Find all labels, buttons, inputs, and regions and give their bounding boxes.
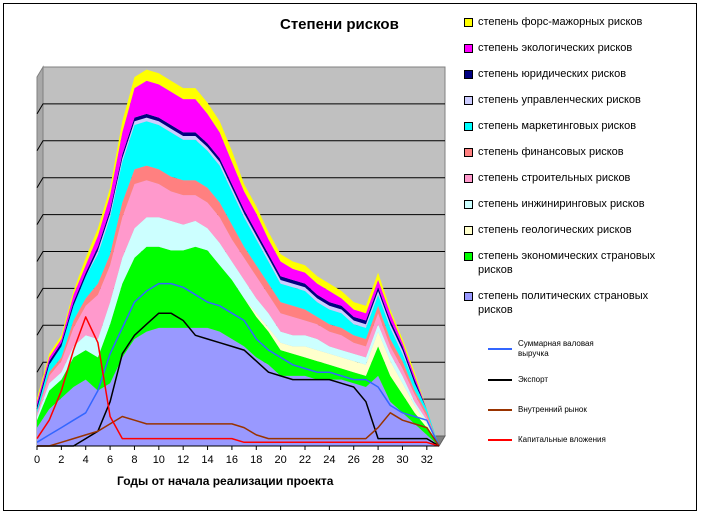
legend-item: степень строительных рисков — [464, 171, 683, 185]
x-tick-label: 0 — [34, 454, 40, 466]
chart-title: Степени рисков — [280, 16, 399, 33]
line-series-2 — [37, 312, 440, 447]
legend-item: степень финансовых рисков — [464, 145, 683, 159]
legend-swatch — [464, 226, 473, 235]
legend-swatch — [464, 18, 473, 27]
legend-item: степень управленческих рисков — [464, 93, 683, 107]
x-tick-label: 18 — [250, 454, 262, 466]
legend-line-swatch — [488, 379, 512, 381]
x-tick-label: 24 — [323, 454, 335, 466]
x-tick-label: 20 — [275, 454, 287, 466]
legend-swatch — [464, 122, 473, 131]
legend-item: степень инжиниринговых рисков — [464, 197, 683, 211]
x-tick-label: 26 — [348, 454, 360, 466]
legend-label: степень юридических рисков — [478, 68, 627, 80]
legend-line-swatch — [488, 409, 512, 411]
area-series-2 — [37, 246, 439, 446]
legend-swatch — [464, 70, 473, 79]
legend-swatch — [464, 252, 473, 261]
line-series-4 — [36, 316, 440, 447]
gridline — [36, 214, 445, 225]
x-tick-label: 28 — [372, 454, 384, 466]
x-tick-label: 16 — [226, 454, 238, 466]
x-tick-label: 4 — [83, 454, 89, 466]
legend-line-swatch — [488, 439, 512, 441]
legend-line-item: Суммарная валовая выручка — [488, 339, 618, 359]
legend-label: степень строительных рисков — [478, 172, 631, 184]
legend-line-label: Капитальные вложения — [518, 435, 606, 444]
gridline — [36, 103, 445, 115]
x-tick-label: 22 — [299, 454, 311, 466]
legend-label: степень экономических страновых рисков — [478, 250, 656, 276]
legend-item: степень экономических страновых рисков — [464, 249, 683, 277]
legend-item: степень юридических рисков — [464, 67, 683, 81]
x-tick-label: 32 — [421, 454, 433, 466]
legend-swatch — [464, 148, 473, 157]
legend-line-item: Капитальные вложения — [488, 435, 618, 445]
legend-item: степень геологических рисков — [464, 223, 683, 237]
legend-swatch — [464, 96, 473, 105]
legend-swatch — [464, 174, 473, 183]
legend-line-swatch — [488, 348, 512, 350]
legend-label: степень форс-мажорных рисков — [478, 16, 643, 28]
legend-label: степень экологических рисков — [478, 42, 633, 54]
gridline — [36, 251, 445, 262]
legend-swatch — [464, 200, 473, 209]
legend-label: степень политических страновых рисков — [478, 290, 649, 316]
line-series-1 — [36, 282, 440, 447]
gridline — [36, 177, 445, 188]
x-tick-label: 2 — [58, 454, 64, 466]
x-tick-label: 12 — [177, 454, 189, 466]
x-tick-label: 14 — [201, 454, 213, 466]
legend-item: степень экологических рисков — [464, 41, 683, 55]
legend-line-item: Внутренний рынок — [488, 405, 618, 415]
legend-label: степень геологических рисков — [478, 224, 632, 236]
legend-line-label: Внутренний рынок — [518, 405, 587, 414]
legend-line-label: Суммарная валовая выручка — [518, 339, 594, 358]
legend-label: степень инжиниринговых рисков — [478, 198, 645, 210]
x-tick-label: 10 — [153, 454, 165, 466]
x-tick-label: 30 — [396, 454, 408, 466]
area-series-1 — [37, 327, 439, 446]
legend-label: степень финансовых рисков — [478, 146, 624, 158]
legend-item: степень форс-мажорных рисков — [464, 15, 683, 29]
line-series-3 — [37, 412, 440, 447]
legend-line-label: Экспорт — [518, 375, 549, 384]
legend-label: степень управленческих рисков — [478, 94, 641, 106]
legend-swatch — [464, 44, 473, 53]
gridline — [36, 140, 445, 152]
legend-swatch — [464, 292, 473, 301]
x-tick-label: 8 — [131, 454, 137, 466]
legend-item: степень политических страновых рисков — [464, 289, 683, 317]
x-tick-label: 6 — [107, 454, 113, 466]
legend-label: степень маркетинговых рисков — [478, 120, 637, 132]
legend-item: степень маркетинговых рисков — [464, 119, 683, 133]
x-axis-label: Годы от начала реализации проекта — [117, 474, 334, 488]
legend-line-item: Экспорт — [488, 375, 618, 385]
